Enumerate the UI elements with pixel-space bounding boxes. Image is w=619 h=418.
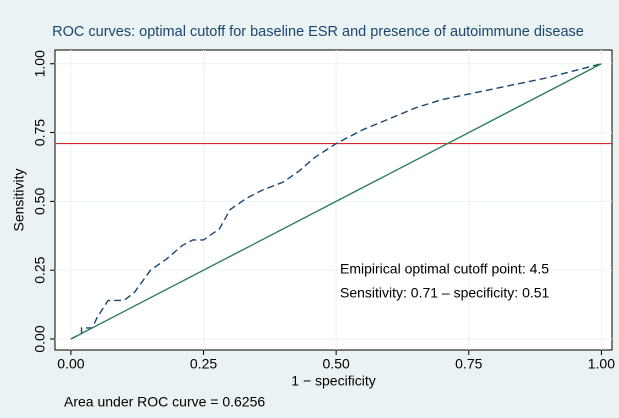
x-axis-label: 1 − specificity [291, 373, 375, 389]
x-tick-label: 0.75 [455, 356, 482, 372]
plot-area [54, 49, 613, 351]
y-axis-label: Sensitivity [11, 168, 27, 231]
y-tick-label: 1.00 [32, 50, 48, 77]
y-tick-label: 0.75 [32, 119, 48, 146]
roc-line [70, 63, 602, 340]
roc-line [70, 63, 602, 340]
y-tick-label: 0.50 [32, 188, 48, 215]
annotation: Emipirical optimal cutoff point: 4.5 [340, 261, 549, 277]
y-tick-label: 0.00 [32, 325, 48, 352]
y-tick-label: 0.25 [32, 256, 48, 283]
chart-title: ROC curves: optimal cutoff for baseline … [52, 24, 584, 40]
annotation: Sensitivity: 0.71 – specificity: 0.51 [340, 285, 550, 301]
note: Area under ROC curve = 0.6256 [64, 394, 265, 410]
x-tick-label: 0.25 [190, 356, 217, 372]
x-tick-label: 1.00 [588, 356, 615, 372]
x-tick-label: 0.50 [323, 356, 350, 372]
x-tick-label: 0.00 [57, 356, 84, 372]
